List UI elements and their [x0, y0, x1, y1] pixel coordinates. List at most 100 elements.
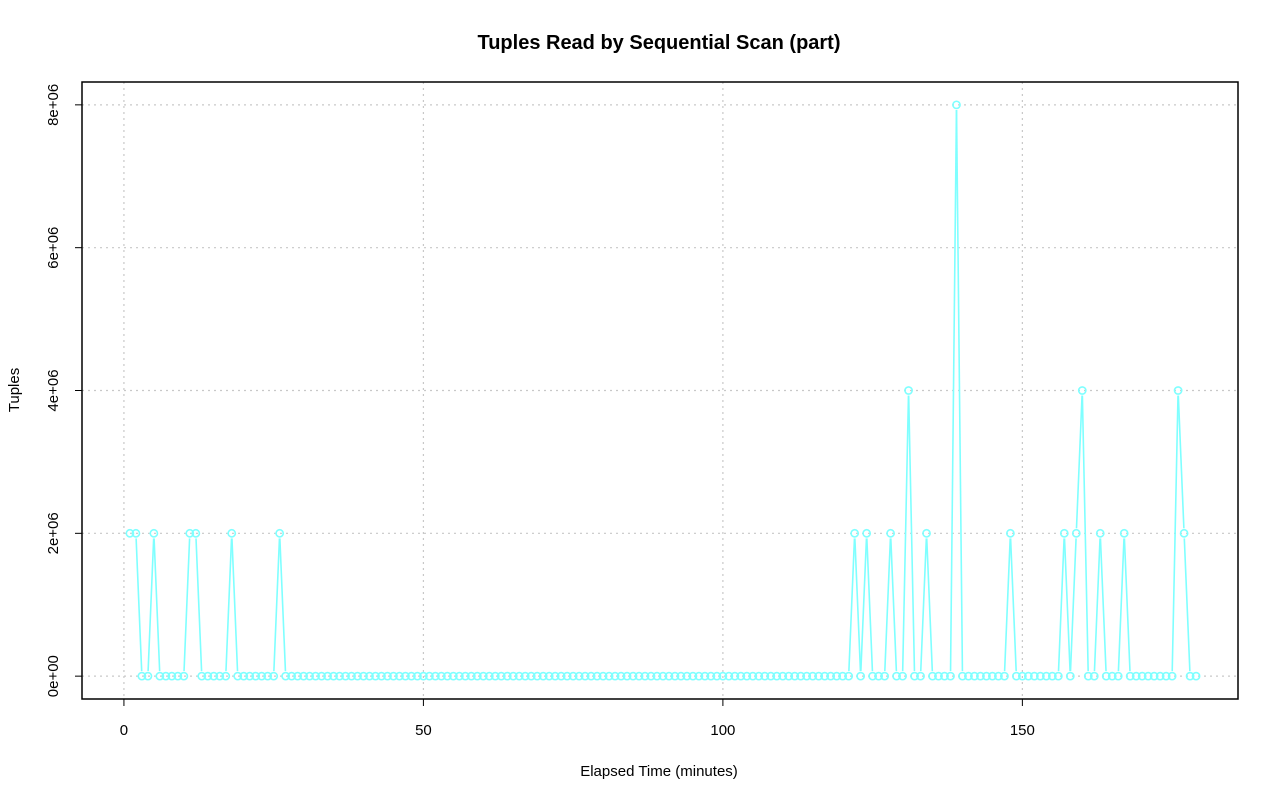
- data-point: [604, 671, 614, 681]
- data-point: [700, 671, 710, 681]
- data-point: [634, 671, 644, 681]
- data-point: [347, 671, 356, 681]
- data-point: [556, 671, 566, 681]
- series-segment: [135, 538, 143, 672]
- data-point: [125, 528, 135, 538]
- data-point: [598, 671, 608, 681]
- data-point: [508, 671, 518, 681]
- data-point: [1053, 671, 1063, 681]
- x-tick-label: 100: [710, 722, 735, 739]
- data-point: [131, 528, 141, 538]
- data-point: [335, 671, 344, 681]
- data-point: [814, 671, 824, 681]
- data-point: [550, 671, 560, 681]
- data-point: [221, 671, 231, 681]
- data-point: [1137, 671, 1147, 681]
- data-point: [712, 671, 722, 681]
- series-segment: [183, 538, 191, 672]
- series-segment: [848, 538, 856, 672]
- data-point: [263, 671, 273, 681]
- y-tick-label: 0e+00: [45, 655, 62, 697]
- data-point: [928, 671, 937, 681]
- data-point: [670, 671, 680, 681]
- y-tick-label: 6e+06: [45, 227, 62, 269]
- data-point: [1000, 671, 1009, 681]
- data-point: [311, 671, 320, 681]
- data-point: [227, 528, 237, 538]
- series-segment: [225, 538, 233, 672]
- data-point: [1143, 671, 1153, 681]
- y-axis-label: Tuples: [6, 368, 23, 412]
- data-point: [275, 528, 285, 538]
- data-point: [251, 671, 261, 681]
- data-point: [652, 671, 662, 681]
- series-segment: [1177, 395, 1185, 529]
- data-point: [430, 671, 440, 681]
- data-point: [706, 671, 716, 681]
- data-point: [940, 671, 949, 681]
- x-tick-label: 50: [415, 722, 432, 739]
- data-point: [149, 528, 159, 538]
- data-point: [850, 528, 860, 538]
- series-segment: [907, 395, 916, 672]
- data-point: [1023, 671, 1033, 681]
- data-point: [544, 671, 554, 681]
- data-point: [586, 671, 596, 681]
- data-point: [538, 671, 548, 681]
- series-segment: [854, 538, 862, 672]
- data-point: [616, 671, 626, 681]
- series-segment: [231, 538, 239, 672]
- data-point: [880, 671, 890, 681]
- data-point: [694, 671, 704, 681]
- data-point: [856, 671, 866, 681]
- grid: [82, 82, 1238, 699]
- data-point: [1131, 671, 1141, 681]
- data-point: [562, 671, 572, 681]
- x-axis-label: Elapsed Time (minutes): [580, 763, 738, 780]
- data-point: [568, 671, 578, 681]
- data-point: [1155, 671, 1165, 681]
- data-point: [305, 671, 315, 681]
- data-point: [946, 671, 955, 681]
- data-point: [472, 671, 482, 681]
- series-segment: [1063, 538, 1071, 672]
- data-point: [964, 671, 973, 681]
- data-point: [1191, 671, 1201, 681]
- data-point: [1005, 528, 1015, 538]
- series-segment: [1123, 538, 1131, 672]
- series-segment: [195, 538, 203, 672]
- chart-title: Tuples Read by Sequential Scan (part): [477, 32, 840, 54]
- data-point: [772, 671, 782, 681]
- data-point: [784, 671, 794, 681]
- data-point: [832, 671, 842, 681]
- data-point: [179, 671, 189, 681]
- data-point: [1041, 671, 1051, 681]
- data-point: [868, 671, 878, 681]
- series-segment: [1057, 538, 1065, 672]
- data-point: [988, 671, 997, 681]
- data-point: [820, 671, 830, 681]
- data-point: [802, 671, 812, 681]
- data-point: [646, 671, 656, 681]
- data-point: [383, 671, 392, 681]
- data-point: [922, 528, 931, 538]
- data-point: [239, 671, 249, 681]
- series-segment: [919, 538, 928, 672]
- data-point: [658, 671, 668, 681]
- data-point: [209, 671, 219, 681]
- data-point: [682, 671, 692, 681]
- data-point: [976, 671, 985, 681]
- series-segment: [153, 538, 161, 672]
- data-point: [143, 671, 153, 681]
- data-point: [982, 671, 991, 681]
- data-point: [389, 671, 398, 681]
- data-point: [341, 671, 350, 681]
- data-point: [1065, 671, 1075, 681]
- data-point: [1059, 528, 1069, 538]
- data-point: [442, 671, 452, 681]
- data-point: [742, 671, 752, 681]
- data-point: [1173, 386, 1183, 395]
- series-segment: [890, 538, 898, 672]
- data-point: [610, 671, 620, 681]
- series-segment: [279, 538, 287, 672]
